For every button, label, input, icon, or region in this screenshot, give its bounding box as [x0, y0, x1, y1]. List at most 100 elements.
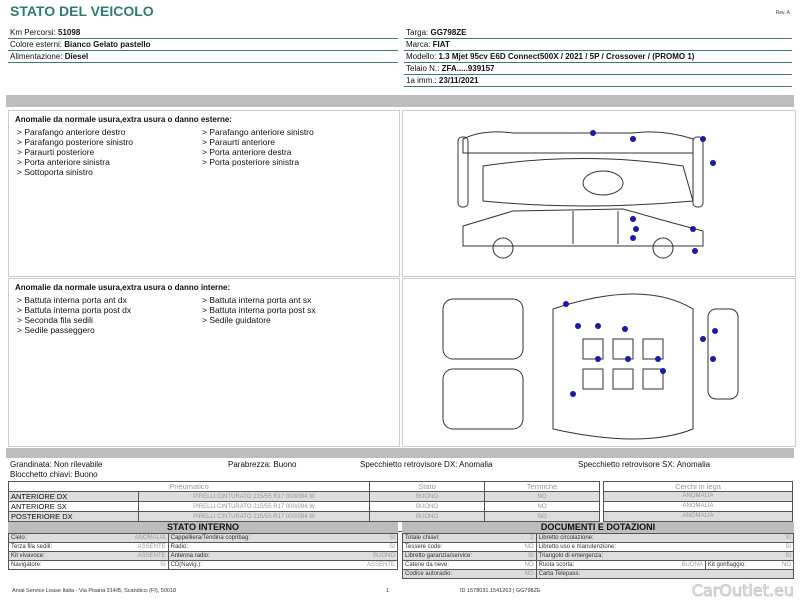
table-row: Cielo: ANOMALIA Cappelliera/Tendina coprib… [8, 533, 399, 543]
info-label: Colore esterni: [10, 40, 65, 49]
watermark-logo: CarOutlet.eu [691, 581, 794, 600]
tire-termiche: NO [484, 511, 600, 522]
field-value: ANOMALIA [98, 533, 169, 543]
anomaly-item: > Paraurti posteriore [17, 147, 95, 157]
info-row: Modello: 1.3 Mjet 95cv E6D Connect500X /… [404, 51, 792, 63]
parabrezza-value: Buono [273, 460, 297, 469]
anomaly-item: > Sedile guidatore [202, 315, 271, 325]
anomaly-item: > Battuta interna porta post sx [202, 305, 316, 315]
anomaly-item: > Parafango anteriore destro [17, 127, 126, 137]
tire-stato: BUONO [369, 491, 485, 502]
info-value: 51098 [58, 28, 81, 37]
table-row: Catene da neve: NO Ruota scorta: BUONA Kit g… [401, 560, 795, 570]
field-value: BUONO [333, 551, 399, 561]
footer-address: Arval Service Lease Italia - Via Pisana … [12, 588, 177, 594]
exterior-diagram [402, 110, 796, 277]
documenti-title: DOCUMENTI E DOTAZIONI [402, 522, 794, 533]
field-value: NO [514, 542, 537, 552]
info-value: 23/11/2021 [438, 76, 479, 85]
tire-stato: BUONO [369, 511, 485, 522]
field-value: NO [514, 569, 537, 579]
info-value: Bianco Gelato pastello [64, 40, 151, 49]
footer-page: 1 [386, 588, 390, 594]
anomaly-item: > Battuta interna porta ant sx [202, 295, 312, 305]
info-row: Colore esterni: Bianco Gelato pastello [8, 39, 398, 51]
field-label: Codice autoradio: [401, 569, 515, 579]
field-value: SI [664, 542, 794, 552]
documenti-dotazioni: DOCUMENTI E DOTAZIONI Totale chiavi: 2 Lib… [401, 522, 795, 579]
stato-interno-title: STATO INTERNO [8, 522, 398, 533]
tire-header: Termiche [484, 481, 600, 492]
field-label: CD(Navig.): [167, 560, 334, 570]
field-label: Libretto garanzia/service: [401, 551, 515, 561]
anomaly-item: > Parafango posteriore sinistro [17, 137, 133, 147]
field-label: Kit vivavoce: [8, 551, 99, 561]
table-row: Tessere code: NO Libretto uso e manutenzio… [401, 542, 794, 552]
info-value: FIAT [432, 40, 450, 49]
info-label: Marca: [406, 40, 433, 49]
table-row: Terza fila sedili: ASSENTE Radio: SI [8, 542, 399, 552]
car-exterior-diagram [457, 130, 716, 259]
tire-termiche: NO [484, 501, 600, 512]
blocchetto-label: Blocchetto chiavi: [10, 470, 75, 479]
anomaly-item: > Seconda fila sedili [17, 315, 93, 325]
blocchetto-value: Buono [74, 470, 98, 479]
field-value: SI [333, 542, 399, 552]
field-label: Libretto circolazione: [535, 533, 665, 543]
car-interior-diagram [442, 293, 739, 440]
tire-model: PIRELLI CINTURATO 215/55 R17 000/094 W [138, 501, 370, 512]
anomaly-item: > Porta posteriore sinistra [202, 157, 300, 167]
info-label: Targa: [406, 28, 431, 37]
anomaly-item: > Paraurti anteriore [202, 137, 275, 147]
tire-model: PIRELLI CINTURATO 215/55 R17 000/094 W [138, 511, 370, 522]
field-label: Tessere code: [401, 542, 515, 552]
field-label: Terza fila sedili: [8, 542, 99, 552]
field-value: 2 [514, 533, 537, 543]
interior-heading: Anomalie da normale usura,extra usura o … [15, 283, 231, 292]
cerchi-value: ANOMALIA [603, 491, 793, 502]
field-label: Triangolo di emergenza: [535, 551, 665, 561]
field-value [664, 569, 794, 579]
specchio-sx-value: Anomalia [676, 460, 711, 469]
table-row: ANOMALIA [603, 501, 793, 512]
anomaly-item: > Battuta interna porta ant dx [17, 295, 127, 305]
info-label: Alimentazione: [10, 52, 65, 61]
tire-position: ANTERIORE DX [8, 491, 139, 502]
tire-termiche: NO [484, 491, 600, 502]
section-bar [6, 95, 794, 107]
revision-label: Rev. A [775, 10, 790, 16]
table-row: Totale chiavi: 2 Libretto circolazione: SI [401, 533, 794, 543]
cerchi-value: ANOMALIA [603, 501, 793, 512]
table-row: ANTERIORE DX PIRELLI CINTURATO 215/55 R17… [8, 491, 600, 502]
exterior-heading: Anomalie da normale usura,extra usura o … [15, 115, 232, 124]
exterior-anomalies: Anomalie da normale usura,extra usura o … [8, 110, 400, 277]
anomaly-item: > Sedile passeggero [17, 325, 95, 335]
table-row: Libretto garanzia/service: SI Triangolo di… [401, 551, 794, 561]
field-value: SI [664, 533, 794, 543]
tire-model: PIRELLI CINTURATO 215/55 R17 000/094 W [138, 491, 370, 502]
table-row: ANOMALIA [603, 491, 793, 502]
field-value: ASSENTE [333, 560, 399, 570]
field-value: SI [98, 560, 169, 570]
table-row: POSTERIORE DX PIRELLI CINTURATO 215/55 R1… [8, 511, 600, 522]
anomaly-item: > Sottoporta sinistro [17, 167, 93, 177]
info-label: 1a imm.: [406, 76, 439, 85]
interior-anomalies: Anomalie da normale usura,extra usura o … [8, 278, 400, 447]
anomaly-item: > Battuta interna porta post dx [17, 305, 132, 315]
table-row: Navigatore: SI CD(Navig.): ASSENTE [8, 560, 399, 570]
tire-header-row: Pneumatico Stato Termiche [8, 481, 600, 492]
info-label: Km Percorsi: [10, 28, 59, 37]
table-row: Kit vivavoce: ASSENTE Antenna radio: BUONO [8, 551, 399, 561]
field-label: Radio: [167, 542, 334, 552]
cerchi-header: Cerchi in lega [603, 481, 793, 492]
field-value: NO [514, 560, 537, 570]
field-label: Antenna radio: [167, 551, 334, 561]
field-value: ASSENTE [98, 542, 169, 552]
field-value: NO [772, 560, 795, 570]
cerchi-value: ANOMALIA [603, 511, 793, 522]
interior-diagram [402, 278, 796, 447]
vehicle-info-right: Targa: GG798ZE Marca: FIAT Modello: 1.3 Mj… [404, 27, 792, 87]
info-label: Telaio N.: [406, 64, 442, 73]
footer-code: ID 1578031.1541263 | GG798ZE [460, 588, 541, 594]
field-label: Ruota scorta: [535, 560, 665, 570]
